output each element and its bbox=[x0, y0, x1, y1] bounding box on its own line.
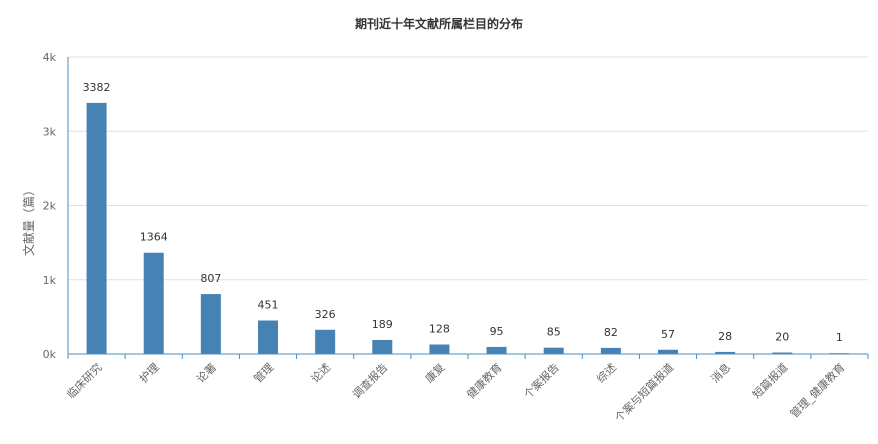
bar bbox=[486, 346, 507, 354]
bar-value-label: 28 bbox=[718, 330, 732, 343]
bar-value-label: 82 bbox=[604, 326, 618, 339]
x-category-label: 管理_健康教育 bbox=[787, 360, 847, 420]
chart-title: 期刊近十年文献所属栏目的分布 bbox=[355, 16, 523, 31]
bar bbox=[429, 344, 450, 354]
bar-value-label: 57 bbox=[661, 328, 675, 341]
x-category-label: 个案与短篇报道 bbox=[612, 360, 676, 424]
data-labels: 3382 1364 807 451 326 189 128 95 85 82 57 28 20 1 bbox=[83, 81, 843, 344]
x-category-label: 论著 bbox=[194, 360, 219, 385]
y-tick-label: 1k bbox=[43, 274, 57, 287]
bar-value-label: 807 bbox=[200, 272, 221, 285]
bar-value-label: 451 bbox=[258, 299, 279, 312]
bar bbox=[600, 347, 621, 354]
y-tick-label: 4k bbox=[43, 51, 57, 64]
bar-value-label: 3382 bbox=[83, 81, 111, 94]
y-tick-label: 2k bbox=[43, 200, 57, 213]
bar bbox=[258, 320, 278, 354]
bar-value-label: 128 bbox=[429, 322, 450, 335]
gridlines bbox=[68, 56, 868, 281]
y-axis-label: 文献量（篇） bbox=[21, 184, 36, 256]
bar bbox=[315, 329, 336, 354]
bar bbox=[200, 294, 221, 354]
x-category-label: 消息 bbox=[708, 360, 733, 385]
bars bbox=[86, 102, 850, 354]
bar-value-label: 20 bbox=[775, 331, 789, 344]
x-category-label: 管理 bbox=[251, 360, 276, 385]
x-category-label: 个案报告 bbox=[521, 360, 562, 401]
bar-value-label: 326 bbox=[315, 308, 336, 321]
bar-value-label: 1 bbox=[836, 331, 843, 344]
bar bbox=[658, 349, 678, 354]
bar bbox=[143, 252, 164, 354]
y-tick-label: 0k bbox=[43, 348, 57, 361]
bar bbox=[372, 339, 393, 354]
bar-value-label: 85 bbox=[547, 326, 561, 339]
bar-value-label: 189 bbox=[372, 318, 393, 331]
x-category-label: 临床研究 bbox=[64, 360, 105, 401]
x-category-label: 调查报告 bbox=[349, 360, 390, 401]
x-category-label: 健康教育 bbox=[464, 360, 505, 401]
bar-value-label: 1364 bbox=[140, 231, 168, 244]
x-category-label: 护理 bbox=[136, 360, 161, 385]
bar bbox=[715, 351, 736, 354]
bar bbox=[86, 102, 107, 354]
x-category-label: 综述 bbox=[594, 360, 619, 385]
x-category-label: 短篇报道 bbox=[749, 360, 790, 401]
x-category-label: 康复 bbox=[422, 360, 447, 385]
bar bbox=[543, 347, 564, 354]
bar bbox=[772, 352, 793, 354]
bar-value-label: 95 bbox=[490, 325, 504, 338]
y-tick-label: 3k bbox=[43, 125, 57, 138]
y-axis: 0k 1k 2k 3k 4k bbox=[43, 51, 69, 361]
x-category-label: 论述 bbox=[308, 360, 333, 385]
